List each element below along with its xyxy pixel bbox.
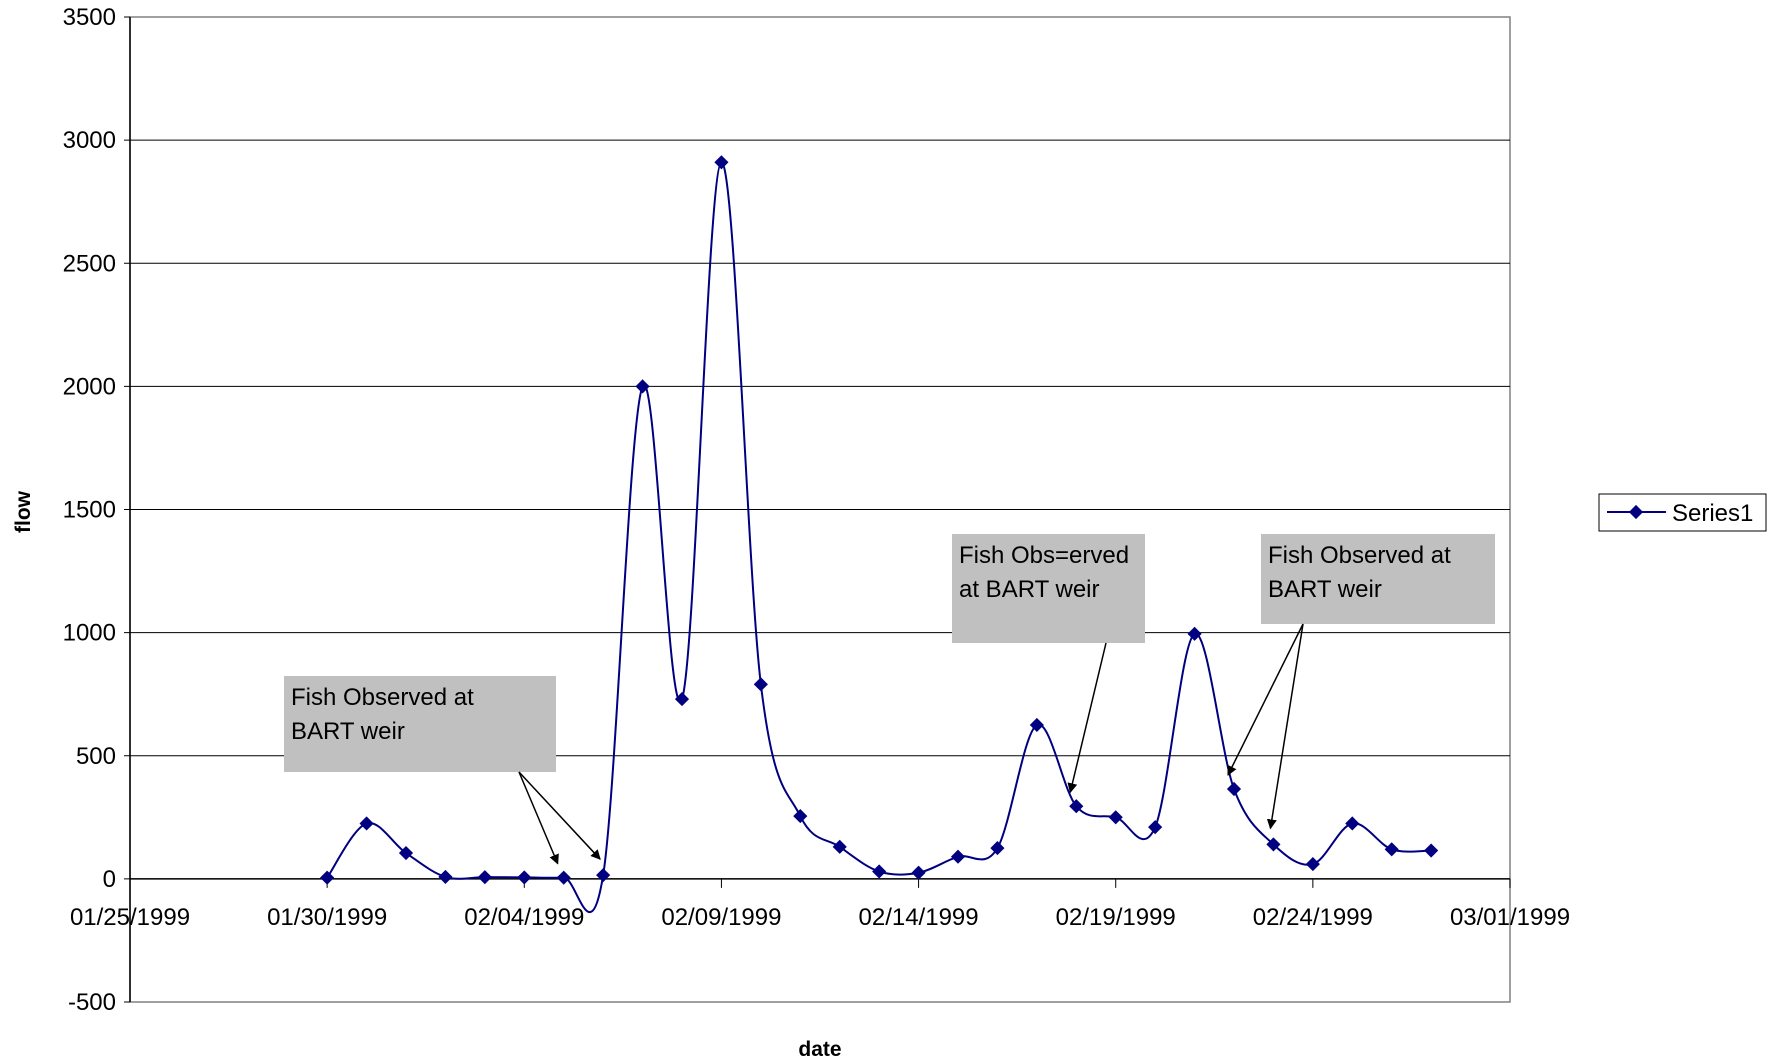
annotation-text: BART weir <box>291 718 405 745</box>
axes <box>129 17 1511 1002</box>
data-point <box>1266 837 1281 852</box>
data-point <box>1226 781 1242 797</box>
data-point <box>793 809 808 824</box>
x-tick-label: 02/04/1999 <box>464 904 584 931</box>
x-tick-label: 02/19/1999 <box>1056 904 1176 931</box>
annotation-arrow <box>1266 623 1304 830</box>
annotation-text: Fish Observed at <box>1268 542 1451 569</box>
y-tick-label: 3500 <box>63 4 116 31</box>
y-axis-title: flow <box>12 490 35 533</box>
x-tick-label: 03/01/1999 <box>1450 904 1570 931</box>
x-tick-label: 01/25/1999 <box>70 904 190 931</box>
data-point <box>1424 843 1439 858</box>
data-point <box>438 869 453 884</box>
data-point <box>753 677 768 692</box>
annotation-text: Fish Obs=erved <box>959 542 1129 569</box>
y-tick-label: 1500 <box>63 497 116 524</box>
annotation-arrow <box>1227 623 1304 776</box>
x-tick-label: 02/24/1999 <box>1253 904 1373 931</box>
legend-label: Series1 <box>1672 500 1753 527</box>
annotation-text: BART weir <box>1268 576 1382 603</box>
annotation-arrow <box>518 771 559 865</box>
data-point <box>990 841 1005 856</box>
x-tick-labels: 01/25/1999 01/30/1999 02/04/1999 02/09/1999… <box>70 904 1570 931</box>
y-tick-label: 0 <box>103 866 116 893</box>
data-point <box>872 864 887 879</box>
data-point <box>950 849 966 864</box>
y-tick-labels: -500 0 500 1000 1500 2000 2500 3000 3500 <box>63 4 116 1016</box>
y-tick-label: 2500 <box>63 250 116 277</box>
data-point <box>398 845 414 861</box>
y-tick-label: 3000 <box>63 127 116 154</box>
series-points <box>320 155 1439 885</box>
x-axis-title: date <box>798 1038 841 1061</box>
y-tick-label: 2000 <box>63 373 116 400</box>
data-point <box>1029 717 1044 733</box>
data-point <box>517 870 532 885</box>
x-tick-label: 02/14/1999 <box>859 904 979 931</box>
data-point <box>674 692 690 707</box>
x-tick-label: 02/09/1999 <box>661 904 781 931</box>
annotation-box <box>952 534 1145 643</box>
y-tick-label: -500 <box>68 989 116 1016</box>
legend-marker <box>1628 504 1644 520</box>
data-point <box>1305 857 1320 872</box>
data-point <box>320 870 335 885</box>
annotations: Fish Observed at BART weir Fish Obs=erved a… <box>284 534 1495 865</box>
data-point <box>635 379 650 394</box>
annotation-text: at BART weir <box>959 576 1100 603</box>
data-point <box>556 870 571 885</box>
y-tick-label: 1000 <box>63 620 116 647</box>
annotation-text: Fish Observed at <box>291 684 474 711</box>
data-point <box>1148 820 1163 835</box>
data-point <box>911 865 926 880</box>
legend: Series1 <box>1598 493 1767 532</box>
data-point <box>1345 816 1360 831</box>
annotation-arrow <box>518 771 601 860</box>
data-point <box>1187 626 1202 641</box>
annotation-box <box>1261 534 1495 624</box>
y-tick-label: 500 <box>76 743 116 770</box>
data-point <box>1108 810 1123 825</box>
data-point <box>477 870 492 885</box>
data-point <box>359 816 374 831</box>
data-point <box>714 155 729 170</box>
data-point <box>1069 799 1084 814</box>
x-tick-label: 01/30/1999 <box>267 904 387 931</box>
annotation-arrow <box>1067 642 1107 794</box>
data-point <box>1384 842 1399 857</box>
data-point <box>832 839 847 854</box>
data-point <box>596 868 611 883</box>
annotation-box <box>284 676 556 772</box>
